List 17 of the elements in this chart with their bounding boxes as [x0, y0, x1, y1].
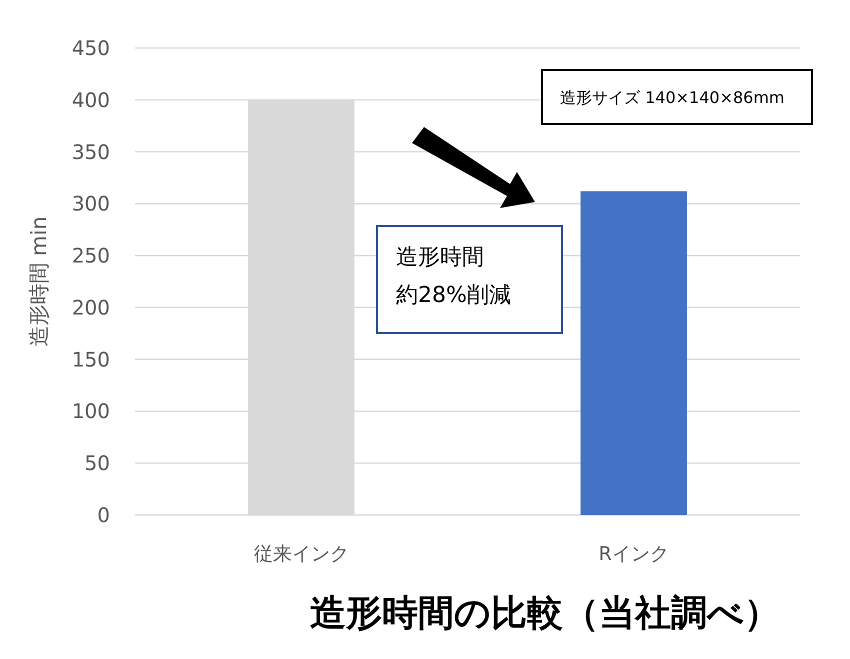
y-tick-label: 350	[72, 140, 110, 164]
annotation: 造形サイズ 140×140×86mm	[560, 88, 785, 107]
y-tick-label: 450	[72, 36, 110, 60]
y-tick-label: 250	[72, 244, 110, 268]
y-tick-label: 0	[97, 503, 110, 527]
y-tick-label: 200	[72, 295, 110, 320]
text: 造形時間の比較（当社調べ）	[310, 593, 780, 634]
annotation: 約28%削減	[396, 283, 511, 308]
y-tick-label: 50	[84, 451, 110, 476]
x-tick-label: Rインク	[598, 543, 669, 565]
y-tick-label: 300	[72, 192, 110, 216]
y-tick-label: 400	[72, 88, 110, 112]
annotation: 造形時間	[396, 245, 484, 270]
y-axis-title: 造形時間 min	[27, 216, 51, 347]
y-tick-label: 150	[72, 347, 110, 372]
y-tick-label: 100	[72, 399, 110, 424]
x-tick-label: 従来インク	[254, 543, 349, 565]
